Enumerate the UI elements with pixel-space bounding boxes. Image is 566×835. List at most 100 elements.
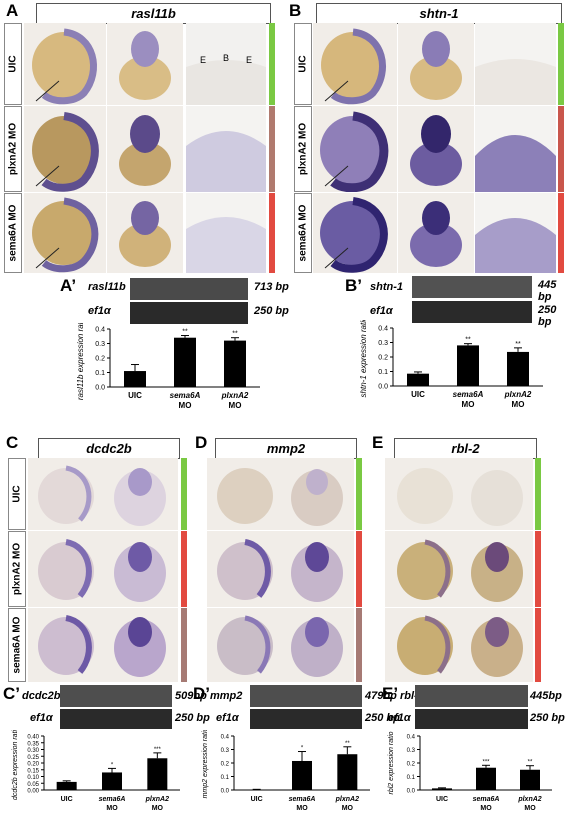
panel-title: rasl11b	[36, 3, 271, 24]
y-tick-label: 0.00	[27, 789, 39, 795]
gel-ref-label: ef1α	[30, 712, 53, 724]
significance-label: **	[232, 331, 238, 338]
embryo-image-pair	[385, 531, 533, 607]
x-tick-label-line: MO	[106, 805, 118, 812]
embryo-image-pair	[207, 458, 354, 530]
y-tick-label: 0.2	[407, 762, 416, 768]
bar	[147, 758, 168, 790]
significance-label: ***	[482, 759, 490, 765]
gel-ref-label: ef1α	[216, 712, 239, 724]
gel-size-label: 250 bp	[530, 712, 565, 724]
x-tick-label-line: MO	[524, 805, 536, 812]
y-tick-label: 0.1	[378, 369, 388, 376]
y-tick-label: 0.10	[27, 775, 39, 781]
status-bar	[558, 106, 564, 192]
y-tick-label: 0.0	[407, 789, 416, 795]
section-image	[475, 106, 556, 192]
x-tick-label-line: plxnA2	[504, 390, 532, 399]
y-tick-label: 0.0	[378, 384, 388, 391]
y-tick-label: 0.4	[407, 735, 416, 741]
y-tick-label: 0.15	[27, 768, 39, 774]
y-tick-label: 0.1	[407, 775, 416, 781]
gel-band-image	[412, 276, 532, 298]
x-tick-label-line: plxnA2	[221, 391, 249, 400]
significance-label: ***	[154, 747, 162, 753]
bar	[337, 754, 358, 790]
x-tick-label-line: plxnA2	[517, 796, 541, 803]
y-tick-label: 0.30	[27, 748, 39, 754]
embryo-image-pair	[28, 531, 178, 607]
bar	[407, 373, 429, 386]
y-tick-label: 0.3	[221, 748, 230, 754]
status-bar	[269, 106, 275, 192]
bar-chart: 0.000.050.100.150.200.250.300.350.40 dcdc…	[12, 730, 180, 812]
x-tick-label-line: MO	[296, 805, 308, 812]
y-tick-label: 0.1	[95, 370, 105, 377]
x-tick-label-line: MO	[229, 401, 242, 410]
y-axis-label: dcdc2b expression ratio	[12, 730, 19, 800]
x-tick-label-line: MO	[480, 805, 492, 812]
embryo-image-pair	[385, 458, 533, 530]
x-tick-label-line: plxnA2	[335, 796, 359, 803]
bar-chart: 0.0 0.1 0.2 0.3 0.4 rbl2 expression ratio UIC *…	[388, 731, 552, 812]
gel-size-label: 713 bp	[254, 281, 289, 293]
embryo-image-pair	[385, 608, 533, 682]
x-tick-label-line: UIC	[436, 796, 448, 803]
gel-gene-label: mmp2	[210, 690, 243, 702]
status-bar	[535, 531, 541, 607]
gel-size-label: 509bp	[175, 690, 207, 702]
status-bar	[269, 23, 275, 105]
section-image	[186, 106, 266, 192]
y-tick-label: 0.2	[95, 356, 105, 363]
x-tick-label-line: plxnA2	[145, 796, 169, 803]
embryo-lateral-image	[24, 193, 106, 273]
y-tick-label: 0.0	[95, 385, 105, 392]
y-tick-label: 0.40	[27, 735, 39, 741]
x-tick-label-line: sema6A	[99, 796, 126, 803]
bar-chart: 0.0 0.1 0.2 0.3 0.4 shtn-1 expression ratio UI…	[359, 320, 543, 409]
y-tick-label: 0.4	[221, 735, 230, 741]
status-bar	[558, 23, 564, 105]
y-tick-label: 0.2	[221, 762, 230, 768]
status-bar	[535, 608, 541, 682]
section-image	[475, 193, 556, 273]
status-bar	[181, 531, 187, 607]
status-bar	[535, 458, 541, 530]
embryo-lateral-image	[313, 193, 397, 273]
gel-size-label: 445bp	[530, 690, 562, 702]
significance-label: *	[301, 746, 304, 752]
y-axis-label: rasl11b expression ratio	[76, 323, 85, 400]
gel-size-label: 250 bp	[175, 712, 210, 724]
x-tick-label-line: UIC	[61, 796, 73, 803]
gel-letter: B’	[345, 276, 362, 295]
y-tick-label: 0.4	[378, 326, 388, 333]
gel-band-image	[130, 302, 248, 324]
x-tick-label: UIC	[411, 390, 425, 399]
gel-letter: A’	[60, 276, 77, 295]
status-bar	[181, 608, 187, 682]
x-tick-label-line: sema6A	[289, 796, 316, 803]
bar	[507, 351, 529, 386]
panel-letter: C	[6, 433, 19, 452]
gel-letter: D’	[193, 684, 210, 703]
x-tick-label-line: MO	[462, 400, 475, 409]
status-bar	[356, 458, 362, 530]
row-label: sema6A MO	[4, 193, 22, 273]
embryo-lateral-image	[24, 23, 106, 105]
y-tick-label: 0.20	[27, 762, 39, 768]
gel-size-label: 250 bp	[365, 712, 400, 724]
significance-label: *	[111, 762, 114, 768]
row-label: UIC	[8, 458, 26, 530]
y-tick-label: 0.05	[27, 782, 39, 788]
x-tick-label-line: sema6A	[473, 796, 500, 803]
x-tick-label: sema6A MO	[170, 391, 201, 410]
gel-band-image	[250, 685, 362, 707]
x-tick-label: sema6A MO	[289, 796, 316, 812]
panel-letter: E	[372, 433, 384, 452]
panel-title: rbl-2	[394, 438, 537, 459]
bar	[476, 767, 496, 790]
significance-label: **	[182, 329, 188, 336]
bar	[124, 371, 146, 387]
gel-size-label: 250 bp	[538, 304, 557, 328]
